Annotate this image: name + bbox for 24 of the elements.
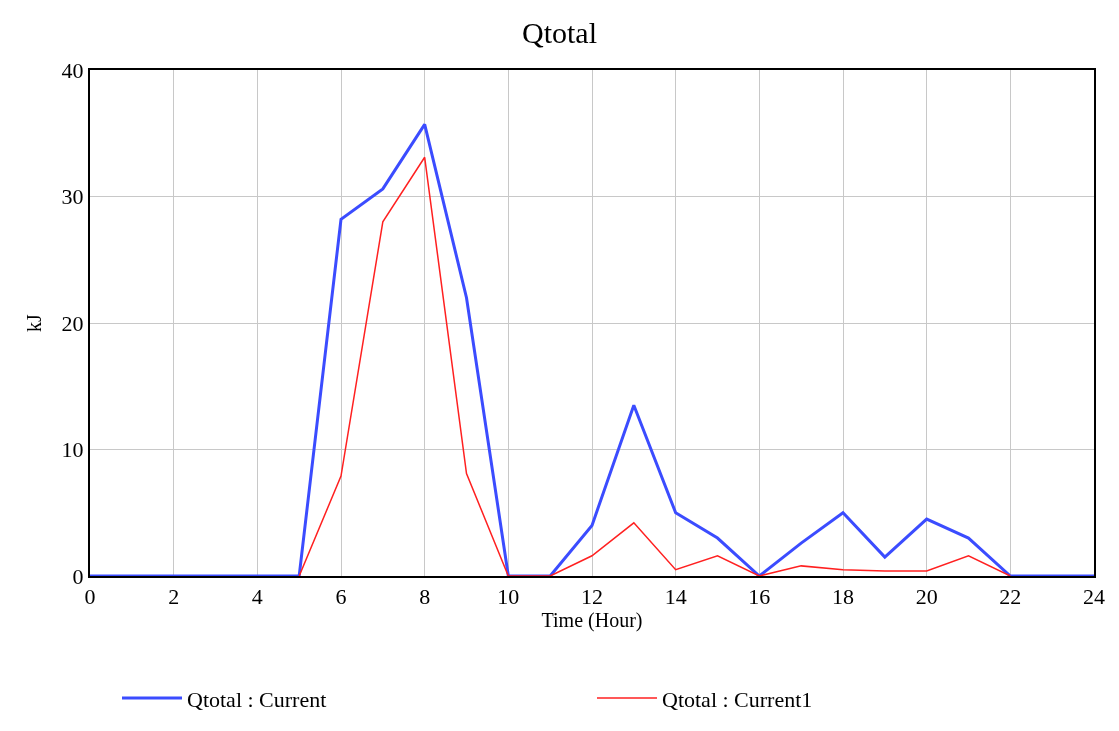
line-series [298, 156, 1012, 576]
y-tick-label: 20 [61, 310, 84, 336]
y-tick-label: 10 [61, 437, 84, 463]
x-tick-label: 24 [1083, 584, 1105, 610]
x-tick-label: 18 [832, 584, 854, 610]
legend-label: Qtotal : Current [187, 686, 327, 712]
x-axis-title: Time (Hour) [541, 609, 643, 633]
x-tick-label: 12 [581, 584, 603, 610]
y-tick-label: 30 [61, 184, 84, 210]
x-tick-label: 22 [999, 584, 1022, 610]
chart-title: Qtotal [522, 15, 597, 49]
x-tick-label: 20 [915, 584, 938, 610]
y-tick-label: 0 [72, 563, 84, 589]
x-tick-label: 2 [168, 584, 180, 610]
y-axis-title: kJ [22, 313, 45, 332]
x-tick-label: 6 [335, 584, 347, 610]
line-series [90, 122, 1094, 576]
y-tick-label: 40 [61, 57, 84, 83]
x-tick-label: 16 [748, 584, 771, 610]
x-tick-label: 14 [664, 584, 687, 610]
x-tick-label: 4 [251, 584, 263, 610]
legend-label: Qtotal : Current1 [662, 686, 813, 712]
x-tick-label: 8 [419, 584, 431, 610]
x-tick-label: 10 [497, 584, 520, 610]
